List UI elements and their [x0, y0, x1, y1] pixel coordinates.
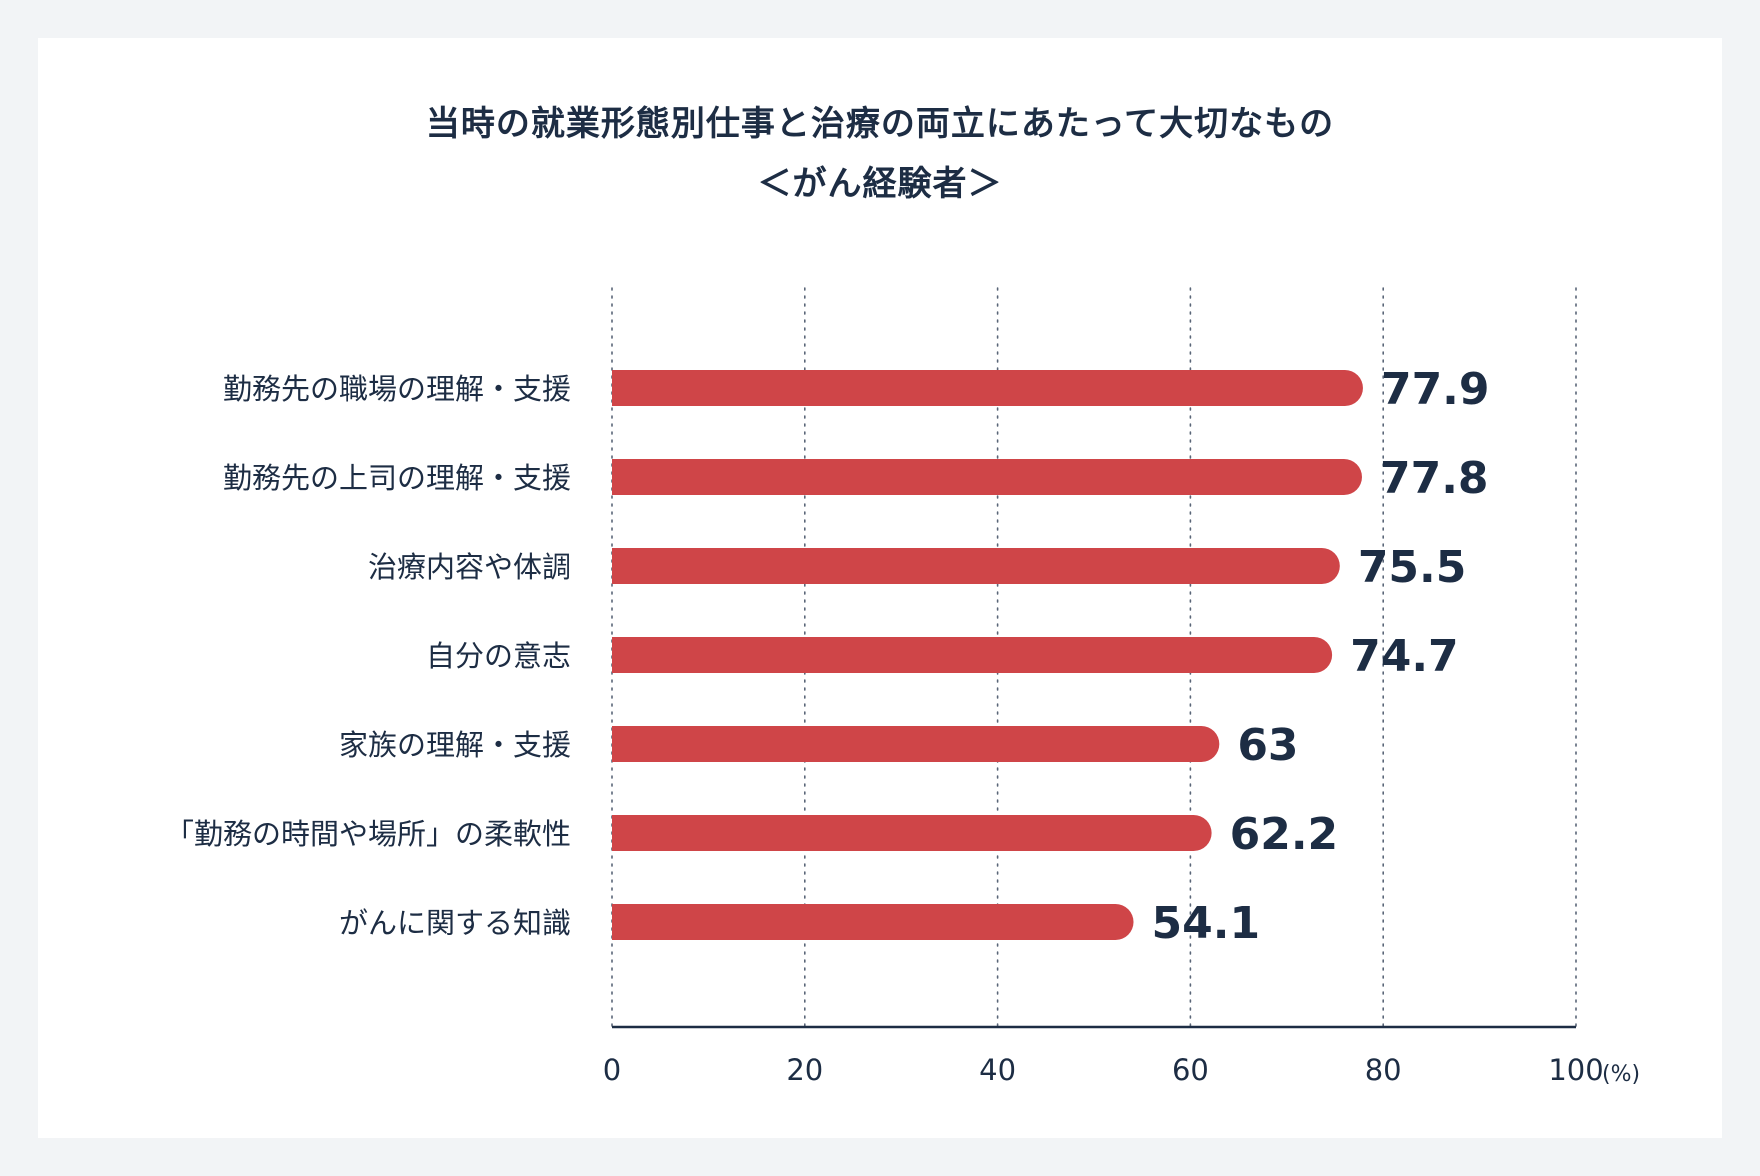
data-label: 74.7: [1350, 631, 1459, 682]
bar: [612, 815, 1212, 851]
category-label: 家族の理解・支援: [339, 728, 571, 762]
data-label: 75.5: [1358, 542, 1467, 593]
bar: [612, 904, 1134, 940]
bar: [612, 548, 1340, 584]
axis-unit-label: (%): [1602, 1062, 1640, 1087]
data-label: 63: [1237, 720, 1298, 771]
category-label: 治療内容や体調: [368, 550, 571, 584]
tick-label: 80: [1365, 1053, 1402, 1087]
bar: [612, 459, 1362, 495]
bar: [612, 637, 1333, 673]
data-label: 62.2: [1230, 809, 1339, 860]
tick-label: 60: [1172, 1053, 1209, 1087]
category-label: 「勤務の時間や場所」の柔軟性: [165, 817, 571, 851]
tick-label: 0: [603, 1053, 621, 1087]
chart-subtitle: ＜がん経験者＞: [757, 164, 1003, 204]
category-label: がんに関する知識: [339, 906, 571, 940]
chart-title: 当時の就業形態別仕事と治療の両立にあたって大切なもの: [425, 104, 1335, 144]
category-label: 勤務先の職場の理解・支援: [223, 372, 571, 406]
category-label: 勤務先の上司の理解・支援: [223, 461, 571, 495]
bar: [612, 370, 1363, 406]
tick-label: 20: [786, 1053, 823, 1087]
chart-card: [38, 38, 1722, 1138]
data-label: 77.8: [1380, 453, 1489, 504]
tick-label: 40: [979, 1053, 1016, 1087]
category-label: 自分の意志: [426, 639, 571, 673]
data-label: 54.1: [1152, 898, 1261, 949]
data-label: 77.9: [1381, 364, 1490, 415]
tick-label: 100: [1548, 1053, 1603, 1087]
bar: [612, 726, 1220, 762]
